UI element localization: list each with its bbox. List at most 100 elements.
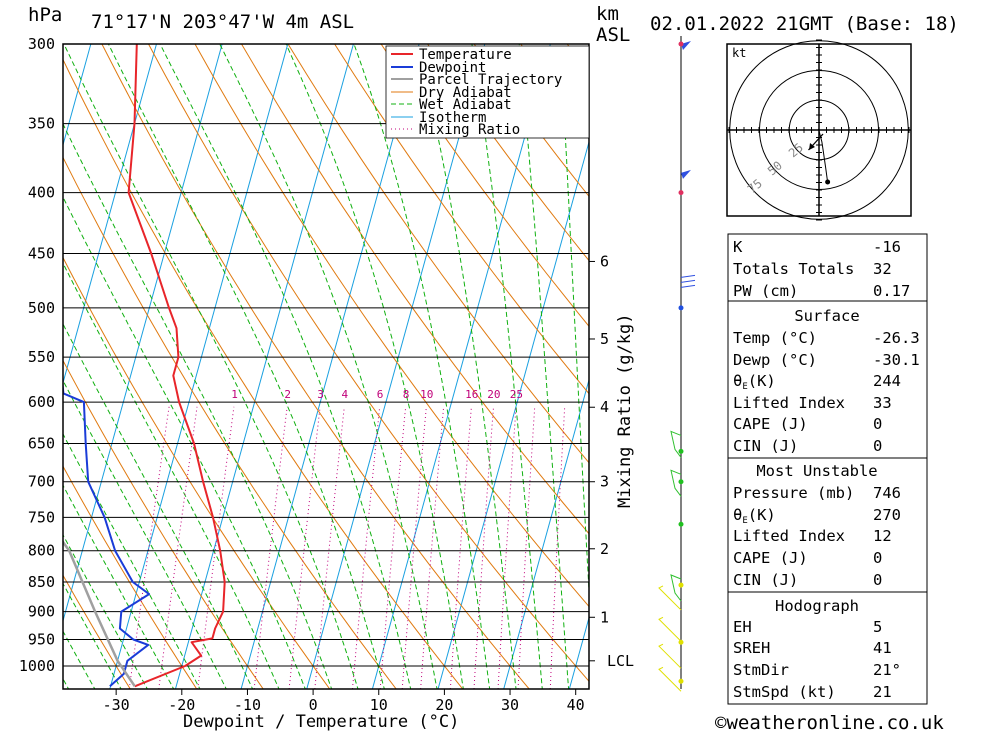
mixing-ratio-axis-label: Mixing Ratio (g/kg) xyxy=(615,314,635,508)
pressure-tick-label: 850 xyxy=(28,573,55,591)
mu-cape-value: 0 xyxy=(873,549,882,567)
mu-pressure-label: Pressure (mb) xyxy=(733,484,854,502)
mixing-ratio-label: 4 xyxy=(341,388,348,401)
mu-lifted-index-label: Lifted Index xyxy=(733,527,845,545)
mixing-ratio-line xyxy=(288,406,321,689)
isotherm xyxy=(306,44,486,689)
wet-adiabat xyxy=(63,533,148,689)
pressure-tick-label: 450 xyxy=(28,244,55,262)
wet-adiabat xyxy=(159,44,412,689)
mixing-ratio-label: 1 xyxy=(231,388,238,401)
sreh-label: SREH xyxy=(733,639,770,657)
location-title: 71°17'N 203°47'W 4m ASL xyxy=(91,11,354,33)
mixing-ratio-line xyxy=(401,406,427,689)
surface-cin-label: CIN (J) xyxy=(733,437,798,455)
mixing-ratio-label: 6 xyxy=(377,388,384,401)
wind-level-dot xyxy=(678,521,684,527)
dry-adiabat xyxy=(148,44,589,683)
hpa-unit: hPa xyxy=(28,4,62,26)
mixing-ratio-label: 2 xyxy=(284,388,291,401)
legend: Temperature Dewpoint Parcel Trajectory D… xyxy=(385,45,590,139)
height-tick-label: 6 xyxy=(600,252,609,270)
pw-value: 0.17 xyxy=(873,282,910,300)
mixing-ratio-line xyxy=(497,406,517,689)
temperature-tick-label: 30 xyxy=(501,696,519,714)
mixing-ratio-labels: 1 2 3 4 6 8 10 16 20 25 xyxy=(231,388,523,401)
temperature-tick-label: -10 xyxy=(234,696,261,714)
eh-label: EH xyxy=(733,618,752,636)
dry-adiabat xyxy=(380,44,589,328)
pressure-tick-label: 700 xyxy=(28,473,55,491)
pressure-tick-label: 350 xyxy=(28,115,55,133)
wet-adiabat xyxy=(416,44,517,689)
surface-dewp-value: -30.1 xyxy=(873,351,920,369)
lcl-label: LCL xyxy=(607,652,634,670)
pressure-level-lines xyxy=(63,44,589,667)
isotherm xyxy=(568,615,589,689)
wet-adiabat xyxy=(63,379,227,689)
mu-cape-label: CAPE (J) xyxy=(733,549,808,567)
mixing-ratio-line xyxy=(253,406,288,689)
totals-totals-value: 32 xyxy=(873,260,892,278)
mixing-ratio-line xyxy=(352,406,381,689)
totals-totals-label: Totals Totals xyxy=(733,260,854,278)
wind-level-dot xyxy=(678,190,684,196)
wind-level-dot xyxy=(678,479,684,485)
wind-level-dot xyxy=(678,448,684,454)
parcel-trajectory-line xyxy=(63,539,136,687)
wet-adiabat xyxy=(285,44,464,689)
hodograph-unit: kt xyxy=(732,46,746,60)
height-tick-label: 4 xyxy=(600,398,609,416)
wet-adiabat xyxy=(107,44,385,689)
wind-shaft xyxy=(670,574,682,602)
wet-adiabat xyxy=(63,44,359,689)
pressure-tick-label: 550 xyxy=(28,348,55,366)
wind-level-dot xyxy=(678,305,684,311)
wind-barb xyxy=(658,643,682,669)
mixing-ratio-line xyxy=(197,406,235,689)
dry-adiabat xyxy=(334,44,589,395)
surface-temp-label: Temp (°C) xyxy=(733,329,817,347)
wind-level-dot xyxy=(678,582,684,588)
mu-cin-label: CIN (J) xyxy=(733,571,798,589)
legend-temperature: Temperature xyxy=(419,47,512,63)
temperature-axis: -30 -20 -10 0 10 20 30 40 xyxy=(103,689,585,714)
mixing-ratio-label: 20 xyxy=(487,388,500,401)
pressure-tick-label: 750 xyxy=(28,508,55,526)
legend-dry-adiabat: Dry Adiabat xyxy=(419,85,512,101)
wind-barb xyxy=(681,169,691,179)
wind-barb xyxy=(658,666,682,692)
dry-adiabat xyxy=(194,44,589,608)
mixing-ratio-line xyxy=(314,406,345,689)
surface-dewp-label: Dewp (°C) xyxy=(733,351,817,369)
x-axis-label: Dewpoint / Temperature (°C) xyxy=(183,712,459,732)
pressure-tick-label: 800 xyxy=(28,542,55,560)
surface-title: Surface xyxy=(794,307,859,325)
wet-adiabat xyxy=(471,44,543,689)
sreh-value: 41 xyxy=(873,639,892,657)
mixing-ratio-label: 25 xyxy=(510,388,523,401)
wind-shaft xyxy=(658,616,682,642)
height-tick-label: 1 xyxy=(600,608,609,626)
storm-direction-value: 21° xyxy=(873,661,901,679)
mixing-ratio-line xyxy=(420,406,445,689)
mixing-ratio-label: 10 xyxy=(420,388,433,401)
temperature-tick-label: 0 xyxy=(309,696,318,714)
surface-lifted-index-value: 33 xyxy=(873,394,892,412)
wet-adiabat xyxy=(63,195,306,689)
wind-barb xyxy=(670,574,682,602)
legend-wet-adiabat: Wet Adiabat xyxy=(419,97,512,113)
storm-speed-value: 21 xyxy=(873,683,892,701)
mu-theta-e-label: θE(K) xyxy=(733,506,776,526)
height-tick-label: 2 xyxy=(600,540,609,558)
isotherm xyxy=(503,378,589,689)
temperature-tick-label: -30 xyxy=(103,696,130,714)
storm-motion-head xyxy=(809,143,815,150)
hodograph-trace xyxy=(818,128,829,183)
copyright-text[interactable]: ©weatheronline.co.uk xyxy=(715,712,944,733)
wet-adiabat xyxy=(353,44,491,689)
dry-adiabat xyxy=(241,44,589,535)
dry-adiabat xyxy=(63,58,464,689)
isotherm xyxy=(371,44,551,689)
